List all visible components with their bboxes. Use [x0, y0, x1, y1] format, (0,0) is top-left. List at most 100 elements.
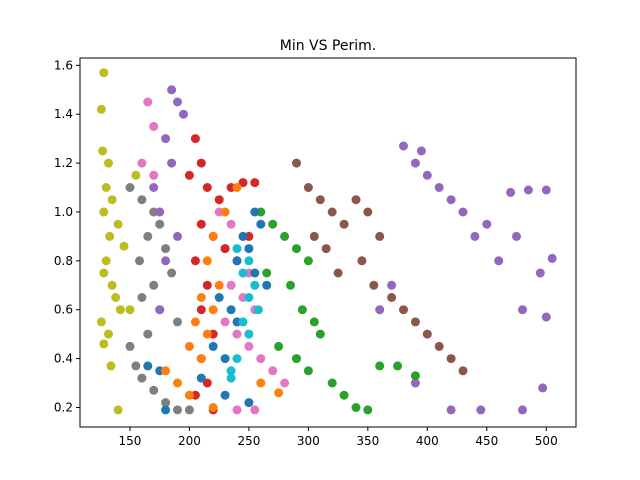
- y-tick-label: 0.2: [54, 400, 73, 414]
- data-point: [458, 366, 468, 376]
- data-point: [101, 183, 111, 192]
- data-point: [179, 109, 188, 119]
- data-point: [547, 253, 557, 263]
- data-point: [196, 373, 206, 383]
- x-tick-label: 200: [178, 434, 201, 448]
- data-point: [541, 312, 551, 322]
- data-point: [286, 280, 295, 290]
- plot-frame: [79, 57, 577, 428]
- data-point: [220, 244, 230, 254]
- data-point: [321, 244, 331, 254]
- data-point: [250, 280, 260, 290]
- data-point: [292, 354, 301, 364]
- data-point: [309, 317, 319, 327]
- data-point: [226, 280, 236, 290]
- data-point: [226, 305, 236, 315]
- x-tick-label: 450: [475, 434, 498, 448]
- data-point: [190, 256, 200, 266]
- data-point: [173, 231, 182, 241]
- data-point: [292, 158, 301, 168]
- y-tick-label: 0.6: [54, 303, 73, 317]
- data-point: [339, 219, 349, 229]
- data-point: [482, 219, 492, 229]
- chart-title: Min VS Perim.: [280, 38, 377, 54]
- data-point: [256, 378, 266, 388]
- data-point: [399, 141, 408, 151]
- data-point: [244, 293, 254, 302]
- data-point: [184, 390, 194, 400]
- data-point: [161, 405, 171, 415]
- data-point: [250, 268, 260, 278]
- data-point: [280, 378, 290, 388]
- data-point: [244, 244, 254, 254]
- data-point: [244, 398, 254, 408]
- data-point: [446, 354, 456, 364]
- data-point: [250, 207, 260, 217]
- data-point: [351, 195, 361, 205]
- data-point: [208, 341, 218, 351]
- data-point: [274, 341, 284, 351]
- data-point: [387, 280, 397, 290]
- y-tick-label: 1.2: [54, 156, 73, 170]
- data-point: [119, 241, 129, 251]
- data-point: [410, 371, 420, 381]
- data-point: [99, 339, 109, 349]
- data-point: [149, 183, 159, 192]
- data-point: [135, 256, 144, 266]
- data-point: [238, 178, 248, 188]
- data-point: [363, 405, 373, 415]
- data-point: [202, 280, 212, 290]
- data-point: [190, 317, 200, 327]
- data-point: [196, 293, 206, 302]
- data-point: [416, 146, 426, 156]
- data-point: [256, 354, 266, 364]
- data-point: [155, 207, 165, 217]
- data-point: [149, 385, 159, 395]
- data-point: [303, 366, 313, 376]
- x-axis: 150 200 250 300 350 400 450 500: [119, 427, 558, 448]
- data-point: [137, 195, 147, 205]
- x-tick-label: 150: [119, 434, 142, 448]
- data-point: [250, 405, 260, 415]
- data-point: [208, 305, 218, 315]
- data-point: [196, 305, 206, 315]
- data-point: [131, 361, 141, 371]
- data-point: [161, 244, 171, 254]
- data-point: [410, 317, 420, 327]
- data-point: [143, 231, 153, 241]
- data-point: [232, 354, 242, 364]
- data-point: [238, 317, 248, 327]
- data-point: [125, 305, 135, 315]
- data-point: [173, 378, 182, 388]
- data-point: [232, 329, 242, 339]
- data-point: [149, 121, 159, 131]
- y-tick-label: 1.0: [54, 205, 73, 219]
- data-point: [512, 231, 521, 241]
- data-point: [238, 231, 248, 241]
- data-point: [280, 231, 290, 241]
- data-point: [167, 158, 177, 168]
- data-point: [105, 231, 115, 241]
- data-point: [196, 219, 206, 229]
- data-point: [131, 170, 141, 180]
- data-point: [518, 405, 527, 415]
- data-point: [262, 280, 272, 290]
- data-point: [137, 293, 147, 302]
- data-point: [303, 256, 313, 266]
- data-point: [268, 366, 278, 376]
- data-point: [226, 373, 236, 383]
- y-tick-label: 0.8: [54, 254, 73, 268]
- data-point: [458, 207, 468, 217]
- data-point: [115, 305, 125, 315]
- data-point: [167, 268, 177, 278]
- data-point: [202, 329, 212, 339]
- y-tick-label: 1.4: [54, 107, 73, 121]
- data-point: [113, 219, 123, 229]
- point-layer: [96, 68, 557, 415]
- data-point: [149, 280, 159, 290]
- x-tick-label: 250: [237, 434, 260, 448]
- data-point: [161, 134, 171, 144]
- data-point: [292, 244, 301, 254]
- y-axis: 0.2 0.4 0.6 0.8 1.0 1.2 1.4 1.6: [54, 58, 80, 414]
- data-point: [315, 195, 325, 205]
